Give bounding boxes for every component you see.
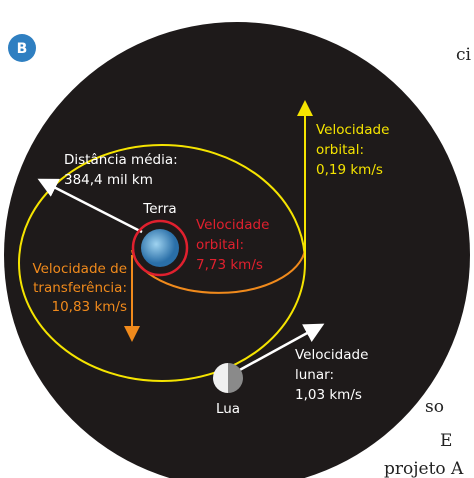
- text: 384,4 mil km: [64, 172, 153, 188]
- cutoff-text: ci: [456, 45, 472, 65]
- text: Velocidade: [316, 122, 389, 138]
- transfer-velocity-label: Velocidade de transferência: 10,83 km/s: [32, 261, 127, 315]
- text: transferência:: [33, 280, 127, 296]
- earth-orbit: [131, 219, 189, 277]
- text: orbital:: [196, 237, 244, 253]
- distance-label: Distância média: 384,4 mil km: [64, 152, 178, 188]
- moon-orbit-velocity-label: Velocidade orbital: 0,19 km/s: [316, 122, 389, 178]
- text: Velocidade: [196, 217, 269, 233]
- cutoff-text: projeto A: [384, 459, 464, 478]
- text: 10,83 km/s: [52, 299, 128, 315]
- moon-label: Lua: [216, 401, 240, 417]
- space-disc: [4, 22, 470, 478]
- lunar-arrow: [235, 323, 325, 374]
- text: Velocidade de: [32, 261, 127, 277]
- earth-label: Terra: [142, 201, 176, 217]
- lunar-velocity-label: Velocidade lunar: 1,03 km/s: [295, 347, 368, 403]
- text: lunar:: [295, 367, 334, 383]
- text: Velocidade: [295, 347, 368, 363]
- text: Distância média:: [64, 152, 178, 168]
- earth: [141, 229, 179, 267]
- text: 0,19 km/s: [316, 162, 383, 178]
- text: 7,73 km/s: [196, 257, 263, 273]
- earth-velocity-label: Velocidade orbital: 7,73 km/s: [196, 217, 269, 273]
- badge-label: B: [17, 41, 28, 57]
- moon: [213, 363, 243, 393]
- moon-orbit: [18, 144, 306, 382]
- badge: [8, 34, 36, 62]
- cutoff-text: so: [425, 397, 444, 417]
- cutoff-text: E: [440, 431, 452, 451]
- distance-arrow: [37, 178, 143, 234]
- text: 1,03 km/s: [295, 387, 362, 403]
- text: orbital:: [316, 142, 364, 158]
